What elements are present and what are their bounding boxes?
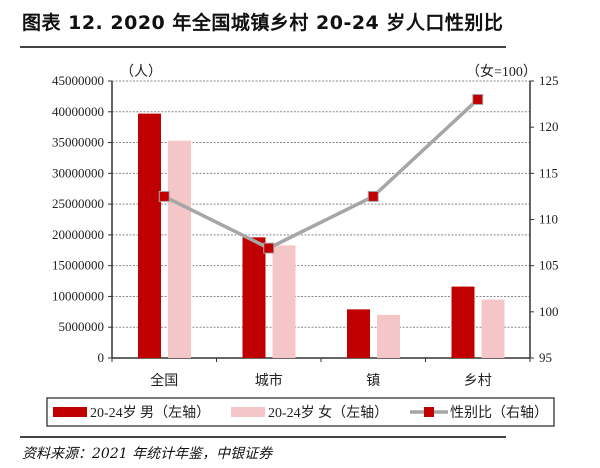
left-tick-label: 15000000 [52,258,104,273]
bar-male [138,113,161,358]
ratio-marker [367,190,379,202]
left-tick-label: 25000000 [52,196,104,211]
bar-male [242,237,266,358]
bar-female [481,299,505,358]
right-tick-label: 95 [539,350,552,365]
bottom-divider [20,436,506,438]
right-tick-label: 125 [539,73,559,88]
left-tick-label: 40000000 [52,104,104,119]
top-divider [20,46,506,48]
legend-label-female: 20-24岁 女（左轴） [268,404,388,421]
left-tick-label: 0 [98,350,105,365]
category-label: 乡村 [464,373,492,389]
left-tick-label: 45000000 [52,73,104,88]
bar-female [377,314,400,358]
right-axis-unit: （女=100） [466,63,537,80]
category-label: 城市 [255,372,283,389]
bar-female [168,140,191,358]
right-tick-label: 100 [539,304,559,319]
legend: 20-24岁 男（左轴） 20-24岁 女（左轴） 性别比（右轴） [46,397,555,427]
ratio-line [163,98,479,251]
chart-title: 图表 12. 2020 年全国城镇乡村 20-24 岁人口性别比 [22,12,504,34]
left-tick-label: 35000000 [52,135,104,150]
legend-label-male: 20-24岁 男（左轴） [90,405,210,421]
legend-label-ratio: 性别比（右轴） [450,405,548,421]
left-axis-unit: （人） [120,64,162,80]
chart-svg: 0 5000000 10000000 15000000 20000000 25000000… [46,63,559,427]
left-tick-label: 5000000 [59,319,105,334]
legend-box [46,397,555,427]
bar-male [451,286,475,358]
ratio-marker [472,93,484,105]
right-tick-label: 120 [539,119,559,134]
left-tick-label: 10000000 [52,288,104,303]
category-label: 镇 [366,373,380,389]
right-tick-label: 110 [539,212,558,227]
bar-female [272,245,296,358]
right-tick-label: 115 [539,165,558,180]
ratio-marker [263,242,275,254]
ratio-marker [158,190,170,202]
bar-male [347,309,370,358]
source-note: 资料来源：2021 年统计年鉴，中银证券 [22,446,273,462]
left-tick-label: 30000000 [52,165,104,180]
legend-swatch-ratio-marker [424,407,434,417]
legend-swatch-male [53,407,87,417]
left-tick-label: 20000000 [52,227,104,242]
category-label: 全国 [150,372,178,389]
legend-swatch-female [231,407,265,417]
right-tick-label: 105 [539,258,559,273]
